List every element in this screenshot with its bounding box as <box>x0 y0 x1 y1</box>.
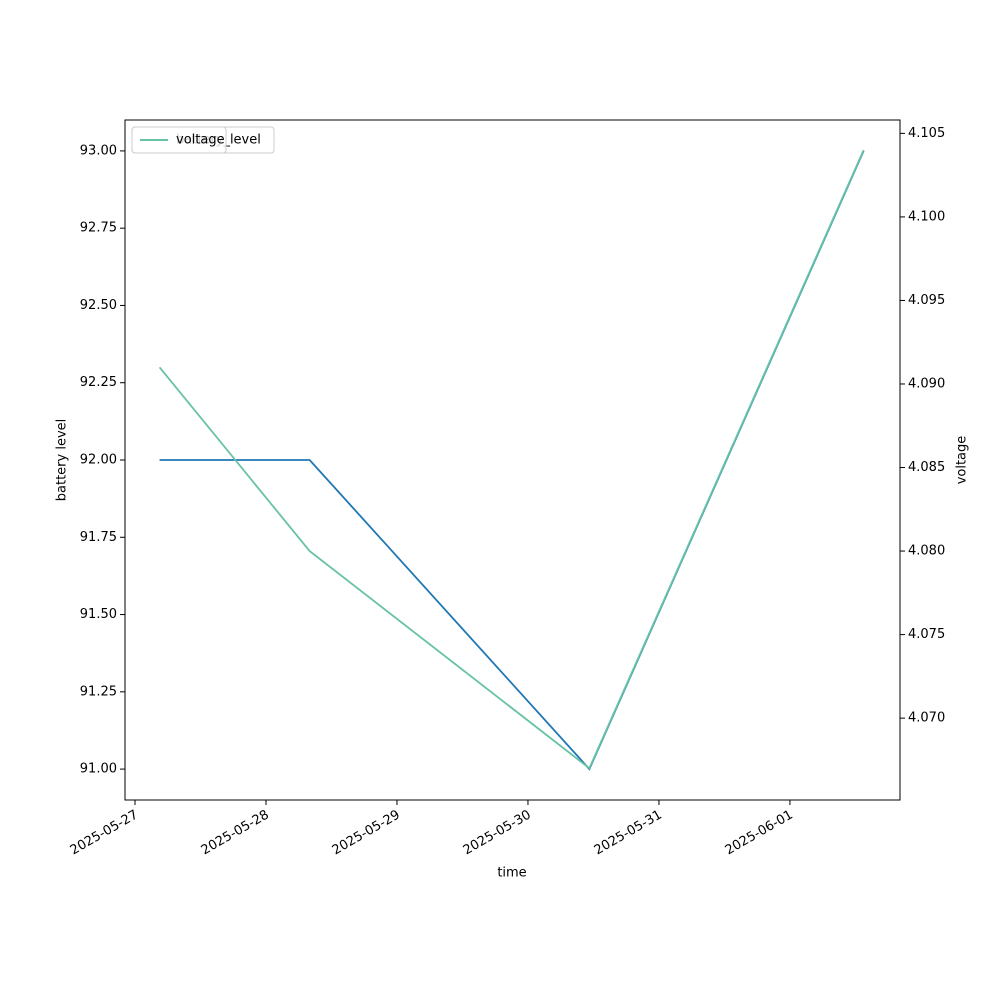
y2-tick-label: 4.075 <box>908 627 945 642</box>
legend-label: voltage <box>176 133 225 148</box>
y2-tick-label: 4.105 <box>908 126 945 141</box>
y-tick-label: 93.00 <box>80 143 117 158</box>
y-axis-label: battery level <box>55 419 70 502</box>
y-tick-label: 91.75 <box>80 530 117 545</box>
x-tick-label: 2025-05-31 <box>592 808 665 859</box>
x-tick-label: 2025-05-29 <box>330 808 403 859</box>
y-tick-label: 91.50 <box>80 607 117 622</box>
legend-box <box>131 126 227 154</box>
x-tick-label: 2025-05-28 <box>199 808 272 859</box>
y-tick-label: 92.50 <box>80 298 117 313</box>
series-line <box>159 150 865 771</box>
y2-tick-label: 4.095 <box>908 293 945 308</box>
y2-tick-label: 4.080 <box>908 544 945 559</box>
x-axis-label: time <box>497 866 526 881</box>
y2-tick-label: 4.085 <box>908 460 945 475</box>
x-tick-label: 2025-06-01 <box>723 808 796 859</box>
y-tick-label: 92.00 <box>80 453 117 468</box>
y-tick-label: 91.25 <box>80 684 117 699</box>
series-line <box>158 149 865 770</box>
y-tick-label: 92.75 <box>80 221 117 236</box>
x-tick-label: 2025-05-30 <box>461 808 534 859</box>
x-tick-label: 2025-05-27 <box>68 808 141 859</box>
y-tick-label: 91.00 <box>80 762 117 777</box>
y2-tick-label: 4.090 <box>908 376 945 391</box>
y2-tick-label: 4.100 <box>908 209 945 224</box>
y2-tick-label: 4.070 <box>908 711 945 726</box>
y-tick-label: 92.25 <box>80 375 117 390</box>
y2-axis-label: voltage <box>955 436 970 485</box>
